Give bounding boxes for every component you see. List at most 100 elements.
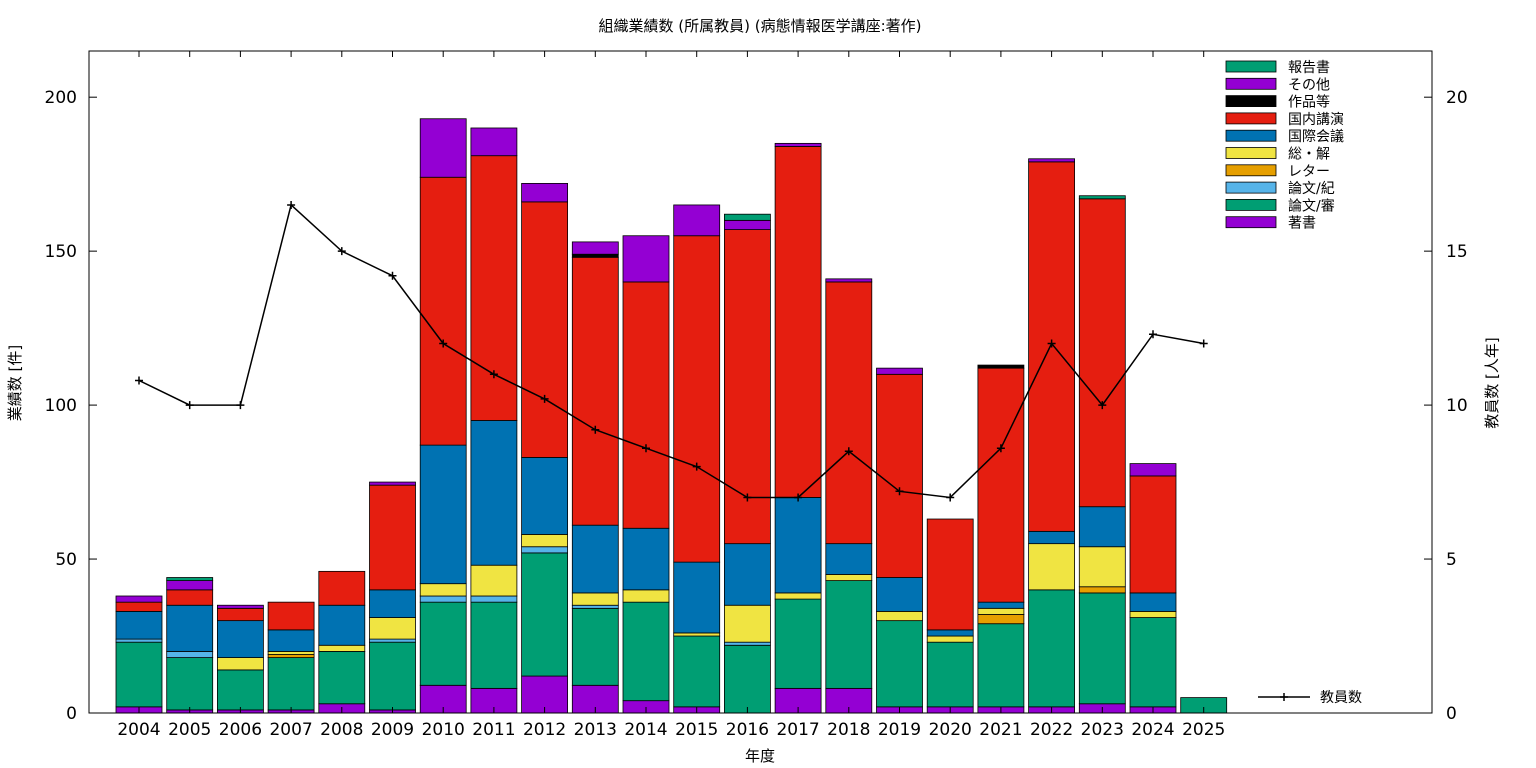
bar-segment-2006-1 (216, 669, 264, 711)
teacher-count-point-2009 (388, 271, 397, 280)
bar-segment-2013-4 (571, 592, 619, 606)
bar-segment-2007-5 (267, 629, 315, 652)
x-tick-label-2008: 2008 (320, 720, 363, 740)
bar-segment-2020-1 (926, 641, 974, 708)
bar-segment-2024-8 (1129, 463, 1177, 477)
teacher-count-point-2007 (287, 200, 296, 209)
axes-layer: 2004 2005 2006 2007 2008 2009 2010 2011 2012 2013… (45, 50, 1468, 740)
teacher-count-line (138, 203, 1204, 499)
x-tick-label-2025: 2025 (1182, 720, 1225, 740)
x-tick-label-2013: 2013 (574, 720, 617, 740)
legend-label-5: 総・解 (1288, 147, 1330, 163)
x-tick-label-2017: 2017 (776, 720, 819, 740)
bar-segment-2013-7 (571, 253, 619, 258)
x-tick-label-2009: 2009 (371, 720, 414, 740)
bar-segment-2008-4 (318, 644, 366, 652)
bar-segment-2022-1 (1028, 589, 1075, 708)
bar-segment-2005-1 (166, 657, 214, 711)
bar-segment-2004-8 (115, 595, 163, 603)
bar-segment-2006-8 (216, 604, 264, 609)
bar-segment-2018-1 (825, 580, 873, 689)
bar-segment-2018-8 (825, 278, 873, 283)
bar-segment-2017-8 (774, 142, 822, 147)
teacher-count-point-2016 (743, 493, 752, 502)
bar-segment-2013-5 (571, 524, 619, 594)
bar-segment-2010-4 (419, 583, 467, 597)
bar-segment-2006-4 (216, 657, 264, 671)
bar-segment-2010-8 (419, 118, 467, 178)
bar-segment-2009-5 (369, 589, 416, 618)
bar-segment-2004-2 (115, 638, 163, 643)
x-tick-label-2005: 2005 (168, 720, 211, 740)
y2-tick-label-5: 5 (1446, 550, 1457, 570)
legend-line-label: 教員数 (1320, 690, 1362, 706)
bar-segment-2016-9 (724, 213, 771, 221)
bar-segment-2015-4 (673, 632, 721, 637)
chart-title: 組織業績数 (所属教員) (病態情報医学講座:著作) (598, 17, 921, 35)
bar-segment-2020-6 (926, 518, 974, 631)
bar-segment-2007-3 (267, 654, 315, 658)
bar-segment-2021-3 (977, 614, 1025, 625)
bar-segment-2023-5 (1078, 506, 1126, 548)
y-tick-label-100: 100 (45, 396, 77, 416)
bar-segment-2009-1 (369, 641, 416, 711)
bar-segment-2009-2 (369, 638, 416, 643)
bar-segment-2007-6 (267, 601, 315, 631)
y-tick-label-0: 0 (66, 704, 77, 724)
x-tick-label-2016: 2016 (726, 720, 769, 740)
bar-segment-2018-5 (825, 543, 873, 575)
x-tick-label-2011: 2011 (472, 720, 515, 740)
bar-segment-2011-8 (470, 127, 518, 157)
bar-segment-2022-8 (1028, 158, 1075, 163)
legend-swatch-2 (1225, 95, 1277, 107)
x-tick-label-2010: 2010 (422, 720, 465, 740)
legend-swatch-5 (1225, 147, 1277, 159)
y2-tick-label-10: 10 (1446, 396, 1468, 416)
bar-segment-2016-5 (724, 543, 771, 606)
bar-segment-2016-2 (724, 641, 771, 646)
bar-segment-2016-6 (724, 229, 771, 545)
teacher-count-point-2015 (692, 462, 701, 471)
bar-segment-2017-5 (774, 497, 822, 594)
bar-segment-2021-6 (977, 367, 1025, 603)
bar-segment-2016-4 (724, 604, 771, 643)
bar-segment-2014-4 (622, 589, 670, 603)
bar-segment-2021-7 (977, 364, 1025, 369)
bar-segment-2018-6 (825, 281, 873, 545)
legend-label-3: 国内講演 (1288, 112, 1344, 128)
bar-segment-2009-4 (369, 617, 416, 640)
legend-label-6: レター (1288, 164, 1330, 180)
bar-segment-2010-2 (419, 595, 467, 603)
x-tick-label-2012: 2012 (523, 720, 566, 740)
x-tick-label-2021: 2021 (979, 720, 1022, 740)
teacher-count-point-2020 (946, 493, 955, 502)
bar-segment-2023-9 (1078, 195, 1126, 200)
legend-label-7: 論文/紀 (1288, 181, 1335, 197)
bar-segment-2004-1 (115, 641, 163, 708)
bar-segment-2005-2 (166, 651, 214, 658)
bar-segment-2013-8 (571, 241, 619, 255)
bar-segment-2019-5 (876, 577, 923, 612)
teacher-count-point-2010 (439, 339, 448, 348)
legend-swatch-1 (1225, 77, 1277, 90)
teacher-count-point-2021 (996, 444, 1005, 453)
y2-tick-label-15: 15 (1446, 242, 1468, 262)
x-tick-label-2024: 2024 (1131, 720, 1174, 740)
bar-segment-2020-5 (926, 629, 974, 637)
bar-segment-2012-2 (521, 546, 568, 554)
y-tick-label-200: 200 (45, 88, 77, 108)
bar-segment-2012-4 (521, 534, 568, 548)
bar-segment-2005-9 (166, 577, 214, 582)
bar-segment-2008-6 (318, 570, 366, 606)
bar-segment-2009-6 (369, 484, 416, 591)
legend-line-marker (1280, 693, 1288, 701)
legend-swatch-6 (1225, 164, 1277, 177)
bar-segment-2005-5 (166, 604, 214, 652)
y-axis-label: 業績数 [件] (6, 345, 24, 421)
legend-label-9: 著書 (1288, 216, 1316, 232)
bar-segment-2022-5 (1028, 530, 1075, 545)
bar-segment-2010-5 (419, 444, 467, 585)
bar-segment-2017-6 (774, 146, 822, 498)
bar-segment-2013-2 (571, 604, 619, 609)
